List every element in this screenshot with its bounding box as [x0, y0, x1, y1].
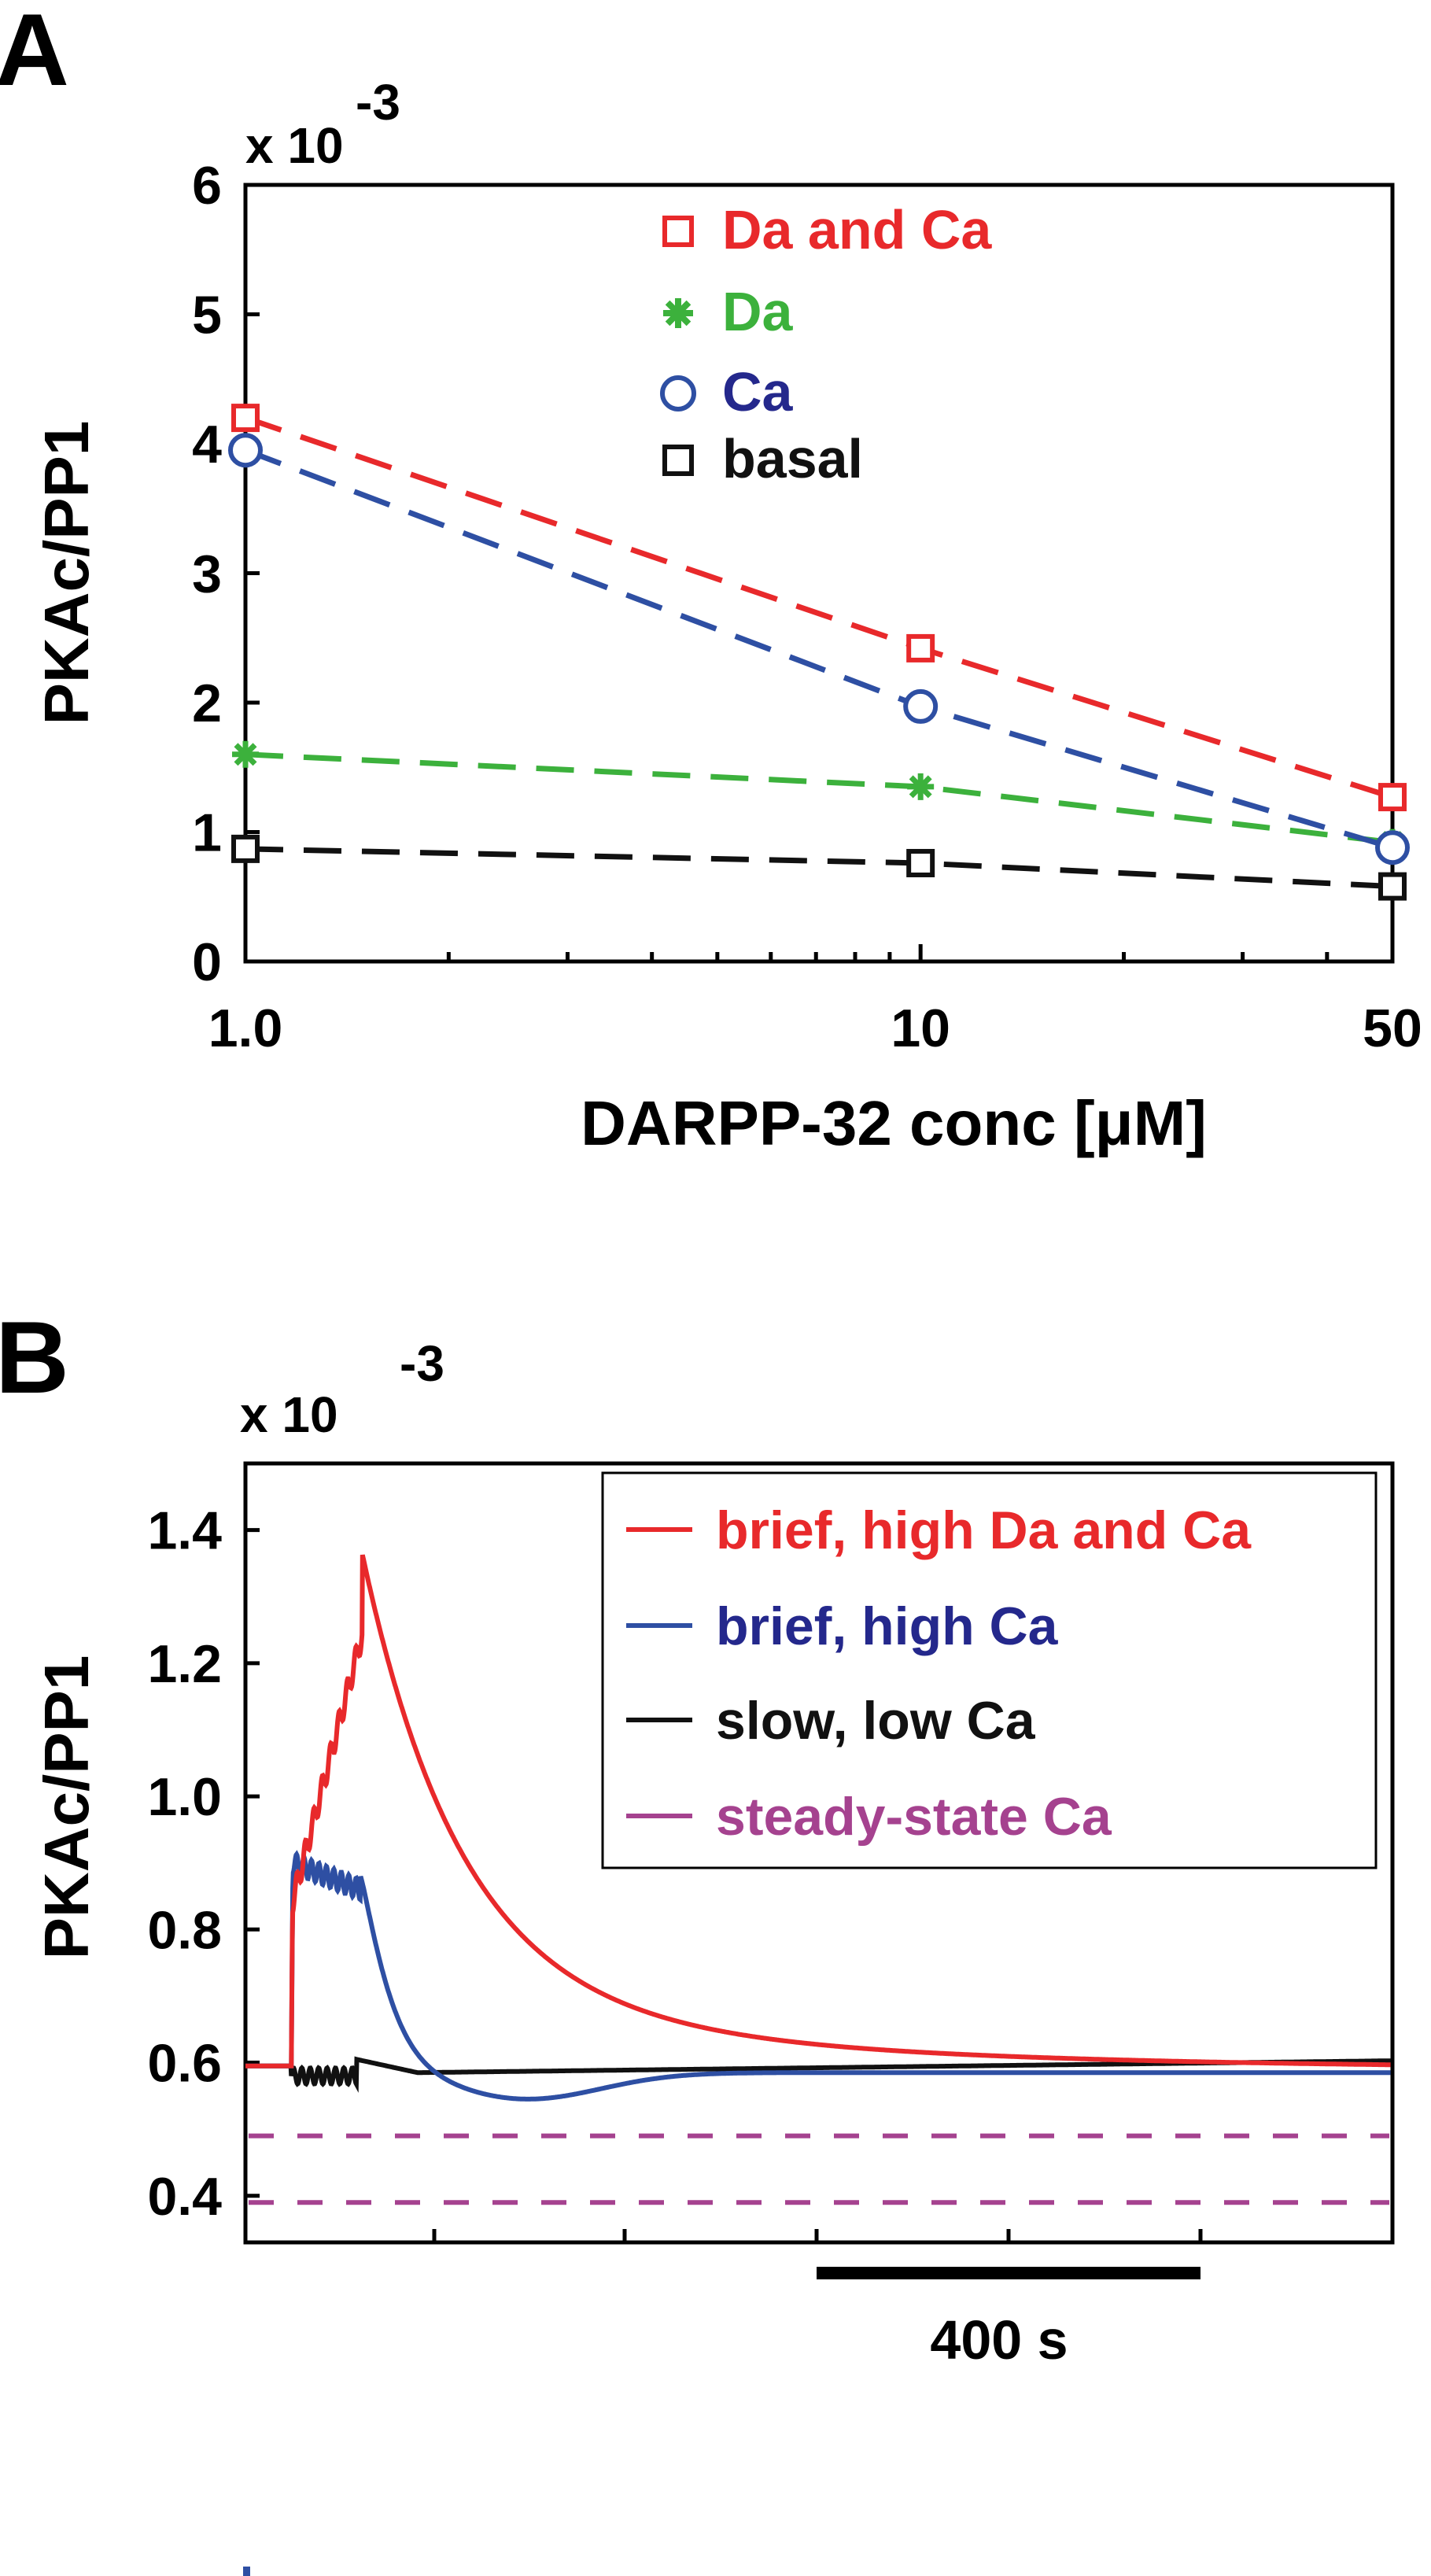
panel-a-point-star — [232, 740, 259, 768]
panel-a-x-ticks: 1.0 10 50 — [208, 944, 1422, 1058]
panel-a-y-multiplier-exponent: -3 — [356, 74, 400, 131]
panel-b-series-brief-high-da-and-ca — [245, 1554, 1391, 2069]
panel-b-y-ticks: 0.4 0.6 0.8 1.0 1.2 1.4 — [147, 1501, 260, 2227]
panel-a-point-circle — [228, 433, 263, 468]
legend-label: brief, high Da and Ca — [716, 1500, 1252, 1560]
panel-a-x-tick-label: 50 — [1363, 998, 1422, 1058]
panel-a-x-tick-label: 10 — [891, 998, 950, 1058]
panel-b-steady-state-lines — [249, 2133, 1389, 2205]
legend-star-stroke — [665, 300, 692, 327]
legend-label: basal — [722, 428, 863, 489]
legend-label: Da — [722, 281, 794, 342]
stray-mark — [243, 2567, 250, 2576]
panel-a-plot-frame — [243, 183, 1395, 964]
panel-b-y-multiplier-exponent: -3 — [400, 1335, 444, 1392]
panel-a-x-tick-label: 1.0 — [208, 998, 283, 1058]
panel-b-y-multiplier: x 10 — [240, 1386, 338, 1443]
panel-a-star-stroke — [234, 743, 257, 766]
panel-a-y-tick-label: 6 — [192, 156, 222, 216]
panel-b-plot-frame — [243, 1461, 1395, 2245]
panel-b-series-brief-high-ca — [245, 1850, 1391, 2102]
panel-a-markers — [228, 404, 1410, 901]
panel-a-point-square — [1378, 783, 1407, 812]
legend-marker-star — [663, 298, 693, 328]
panel-a-y-tick-label: 2 — [192, 674, 222, 733]
panel-a-y-ticks: 0 1 2 3 4 5 6 — [192, 156, 260, 992]
panel-b-x-ticks — [432, 2229, 1203, 2242]
legend-label: steady-state Ca — [716, 1787, 1112, 1847]
panel-a-line-basal — [245, 846, 1393, 890]
panel-a-y-tick-label: 4 — [192, 415, 222, 474]
panel-b-y-axis-label: PKAc/PP1 — [31, 1655, 101, 1960]
panel-b-scale-bar-label: 400 s — [930, 2309, 1068, 2371]
panel-a-y-tick-label: 5 — [192, 286, 222, 345]
panel-a-y-multiplier: x 10 — [245, 117, 344, 174]
panel-a-line-ca — [244, 447, 1394, 851]
panel-b: B x 10 -3 0.4 0.6 0.8 1.0 1.2 1.4 PKAc/PP1 40… — [0, 1300, 1395, 2371]
legend-marker-square — [662, 445, 694, 476]
panel-b-label: B — [0, 1300, 69, 1415]
panel-a-point-square — [231, 834, 260, 863]
panel-a-point-square — [906, 633, 935, 662]
legend-label: brief, high Ca — [716, 1596, 1059, 1656]
panel-a-star-stroke — [909, 775, 932, 799]
legend-label: Da and Ca — [722, 199, 992, 260]
panel-a-line-da — [245, 751, 1393, 846]
panel-a-point-square — [231, 404, 260, 433]
panel-a-point-circle — [903, 688, 939, 724]
panel-a-label: A — [0, 0, 69, 107]
panel-a-point-star — [907, 773, 935, 800]
panel-b-y-tick-label: 0.6 — [147, 2034, 222, 2094]
legend-marker-square — [662, 216, 694, 247]
legend-label: slow, low Ca — [716, 1691, 1036, 1751]
legend-marker-circle — [660, 375, 696, 411]
panel-a-x-axis-label: DARPP-32 conc [μM] — [581, 1088, 1207, 1158]
panel-a-point-square — [906, 848, 935, 877]
panel-b-y-tick-label: 0.8 — [147, 1900, 222, 1960]
panel-a-point-square — [1378, 872, 1407, 901]
panel-b-y-tick-label: 0.4 — [147, 2167, 222, 2227]
panel-a-y-axis-label: PKAc/PP1 — [31, 421, 101, 725]
panel-a-point-circle — [1375, 830, 1410, 865]
legend-label: Ca — [722, 361, 794, 423]
panel-b-legend: brief, high Da and Ca brief, high Ca slow,… — [626, 1500, 1252, 1847]
panel-a-y-tick-label: 1 — [192, 803, 222, 863]
panel-b-legend-box — [601, 1471, 1378, 1869]
panel-b-y-tick-label: 1.2 — [147, 1634, 222, 1694]
panel-a-y-tick-label: 0 — [192, 932, 222, 992]
panel-b-y-tick-label: 1.0 — [147, 1767, 222, 1827]
panel-a-y-tick-label: 3 — [192, 544, 222, 604]
panel-b-y-tick-label: 1.4 — [147, 1501, 222, 1561]
panel-a: A x 10 -3 0 1 2 3 4 5 6 1.0 10 50 DARPP-32 conc … — [0, 0, 1422, 1158]
